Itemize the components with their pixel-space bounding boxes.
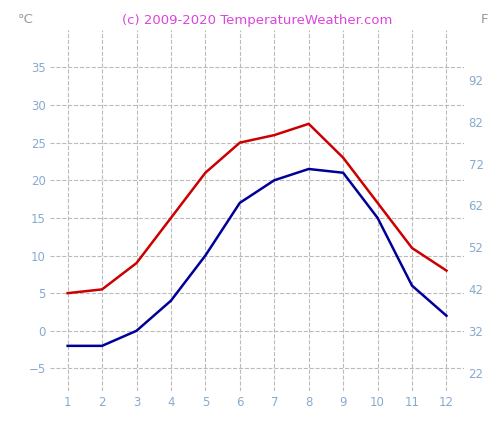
Title: (c) 2009-2020 TemperatureWeather.com: (c) 2009-2020 TemperatureWeather.com bbox=[122, 14, 392, 27]
Text: °C: °C bbox=[17, 13, 33, 26]
Text: F: F bbox=[481, 13, 488, 26]
